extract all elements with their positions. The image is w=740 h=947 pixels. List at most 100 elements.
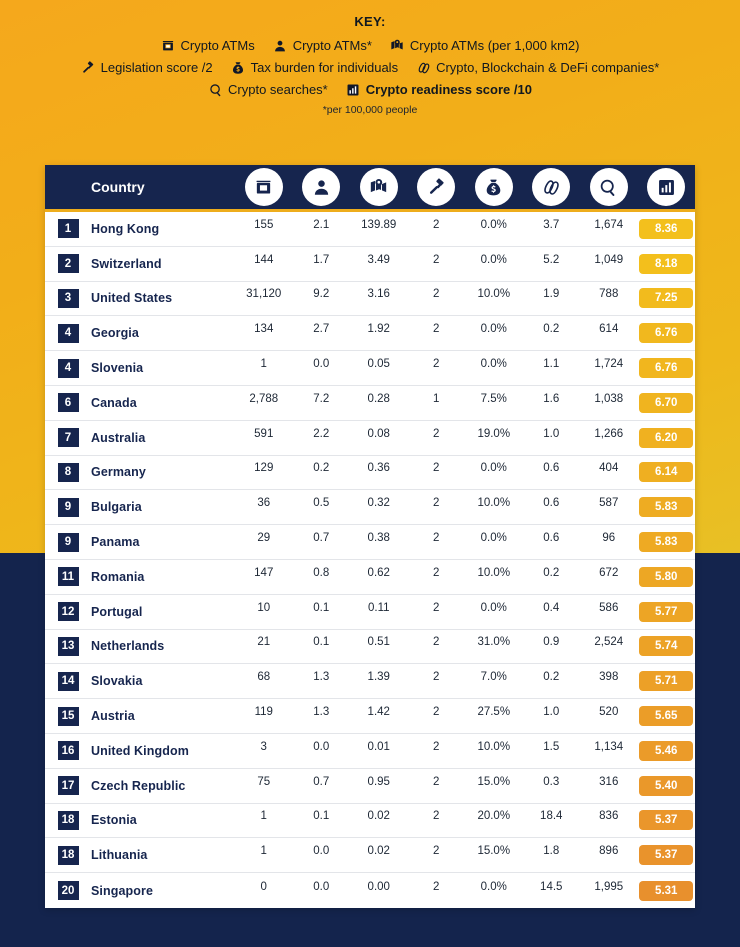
column-header-crypto-searches[interactable] bbox=[580, 168, 638, 206]
rank-badge: 4 bbox=[57, 323, 79, 343]
key-row-3: Crypto searches* Crypto readiness score … bbox=[0, 82, 740, 97]
tax-burden-cell: 31.0% bbox=[477, 636, 511, 649]
key-label: Tax burden for individuals bbox=[250, 60, 399, 75]
metric-cells: 155 2.1 139.89 2 0.0% 3.7 1,674 8.36 bbox=[235, 218, 695, 239]
rank-badge: 6 bbox=[57, 393, 79, 413]
table-row: 14 Slovakia 68 1.3 1.39 2 7.0% 0.2 398 5.71 bbox=[45, 664, 695, 700]
score-badge: 8.36 bbox=[639, 218, 694, 239]
country-name: Georgia bbox=[91, 326, 139, 341]
key-label: Crypto ATMs (per 1,000 km2) bbox=[409, 38, 580, 53]
country-name: Czech Republic bbox=[91, 778, 186, 793]
person-icon bbox=[302, 168, 341, 206]
companies-cell: 1.8 bbox=[543, 845, 560, 858]
rank-cell: 16 bbox=[45, 741, 91, 761]
country-name: Singapore bbox=[91, 883, 154, 898]
crypto-atms-per-km2-cell: 0.00 bbox=[367, 880, 390, 893]
money-bag-icon bbox=[474, 168, 513, 206]
column-header-readiness-score[interactable] bbox=[638, 168, 696, 206]
rank-badge: 1 bbox=[57, 219, 79, 239]
rank-badge: 2 bbox=[57, 254, 79, 274]
crypto-atms-per-km2-cell: 0.38 bbox=[367, 532, 390, 545]
legislation-score-cell: 2 bbox=[433, 775, 440, 788]
crypto-atms-per-capita-cell: 0.7 bbox=[313, 532, 330, 545]
country-name: Switzerland bbox=[91, 256, 162, 271]
column-header-crypto-atms-per-capita[interactable] bbox=[293, 168, 351, 206]
link-icon bbox=[532, 168, 571, 206]
tax-burden-cell: 7.5% bbox=[480, 392, 507, 405]
column-header-companies[interactable] bbox=[523, 168, 581, 206]
rank-cell: 8 bbox=[45, 462, 91, 482]
companies-cell: 14.5 bbox=[540, 880, 563, 893]
column-header-tax-burden[interactable] bbox=[465, 168, 523, 206]
tax-burden-cell: 0.0% bbox=[480, 358, 507, 371]
legislation-score-cell: 2 bbox=[433, 810, 440, 823]
country-name: Canada bbox=[91, 395, 137, 410]
key-item-companies: Crypto, Blockchain & DeFi companies* bbox=[416, 60, 659, 75]
column-header-crypto-atms[interactable] bbox=[235, 168, 293, 206]
rank-cell: 2 bbox=[45, 254, 91, 274]
legislation-score-cell: 2 bbox=[433, 601, 440, 614]
crypto-atms-cell: 21 bbox=[257, 636, 271, 649]
crypto-atms-cell: 31,120 bbox=[246, 288, 282, 301]
crypto-atms-per-km2-cell: 0.01 bbox=[367, 740, 390, 753]
crypto-searches-cell: 672 bbox=[599, 566, 619, 579]
table-row: 9 Panama 29 0.7 0.38 2 0.0% 0.6 96 5.83 bbox=[45, 525, 695, 560]
crypto-atms-cell: 155 bbox=[254, 218, 274, 231]
crypto-atms-per-capita-cell: 0.0 bbox=[313, 880, 330, 893]
table-row: 3 United States 31,120 9.2 3.16 2 10.0% 1.9 788 7… bbox=[45, 281, 695, 317]
legislation-score-cell: 2 bbox=[433, 636, 440, 649]
rank-cell: 4 bbox=[45, 323, 91, 343]
bar-chart-icon bbox=[346, 82, 361, 97]
crypto-searches-cell: 1,674 bbox=[594, 218, 624, 231]
ranking-table: Country 1 Hong Kong 155 2.1 139.89 2 0.0% 3.7 1,… bbox=[45, 165, 695, 908]
crypto-atms-per-km2-cell: 0.02 bbox=[367, 845, 390, 858]
key-item-crypto-atms-per-km2: Crypto ATMs (per 1,000 km2) bbox=[390, 38, 580, 53]
metric-cells: 68 1.3 1.39 2 7.0% 0.2 398 5.71 bbox=[235, 671, 695, 692]
metric-cells: 75 0.7 0.95 2 15.0% 0.3 316 5.40 bbox=[235, 775, 695, 796]
score-badge: 5.83 bbox=[639, 497, 694, 518]
search-icon bbox=[589, 168, 628, 206]
rank-badge: 4 bbox=[57, 358, 79, 378]
crypto-atms-per-capita-cell: 2.7 bbox=[313, 323, 330, 336]
metric-cells: 31,120 9.2 3.16 2 10.0% 1.9 788 7.25 bbox=[235, 288, 695, 309]
tax-burden-cell: 0.0% bbox=[480, 880, 507, 893]
crypto-atms-per-km2-cell: 0.08 bbox=[367, 427, 390, 440]
rank-cell: 9 bbox=[45, 532, 91, 552]
crypto-atms-cell: 1 bbox=[260, 358, 267, 371]
crypto-atms-per-km2-cell: 3.16 bbox=[367, 288, 390, 301]
rank-badge: 7 bbox=[57, 428, 79, 448]
score-badge: 5.37 bbox=[639, 845, 694, 866]
key-row-2: Legislation score /2 Tax burden for indi… bbox=[0, 60, 740, 75]
rank-badge: 18 bbox=[57, 810, 79, 830]
crypto-searches-cell: 1,134 bbox=[594, 740, 624, 753]
key-item-crypto-atms: Crypto ATMs bbox=[161, 38, 255, 53]
country-name: Portugal bbox=[91, 604, 143, 619]
crypto-searches-cell: 896 bbox=[599, 845, 619, 858]
column-header-crypto-atms-per-km2[interactable] bbox=[350, 168, 408, 206]
crypto-atms-per-capita-cell: 7.2 bbox=[313, 392, 330, 405]
table-row: 18 Estonia 1 0.1 0.02 2 20.0% 18.4 836 5.37 bbox=[45, 803, 695, 839]
legislation-score-cell: 2 bbox=[433, 706, 440, 719]
crypto-atms-per-capita-cell: 0.8 bbox=[313, 566, 330, 579]
readiness-score-cell: 5.46 bbox=[638, 740, 696, 761]
crypto-atms-per-km2-cell: 0.62 bbox=[367, 566, 390, 579]
tax-burden-cell: 15.0% bbox=[477, 775, 511, 788]
crypto-atms-per-km2-cell: 0.11 bbox=[367, 601, 390, 614]
table-row: 7 Australia 591 2.2 0.08 2 19.0% 1.0 1,266 6.20 bbox=[45, 420, 695, 456]
tax-burden-cell: 27.5% bbox=[477, 706, 511, 719]
legislation-score-cell: 2 bbox=[433, 218, 440, 231]
table-row: 15 Austria 119 1.3 1.42 2 27.5% 1.0 520 5.65 bbox=[45, 699, 695, 734]
score-badge: 5.74 bbox=[639, 636, 694, 657]
crypto-atms-cell: 129 bbox=[254, 462, 274, 475]
country-name: Austria bbox=[91, 709, 135, 724]
crypto-searches-cell: 404 bbox=[599, 462, 619, 475]
country-name: Bulgaria bbox=[91, 500, 142, 515]
score-badge: 5.31 bbox=[639, 880, 694, 901]
column-header-legislation-score[interactable] bbox=[408, 168, 466, 206]
score-badge: 5.77 bbox=[639, 601, 694, 622]
crypto-atms-per-capita-cell: 0.7 bbox=[313, 775, 330, 788]
companies-cell: 3.7 bbox=[543, 218, 560, 231]
tax-burden-cell: 0.0% bbox=[480, 323, 507, 336]
table-row: 11 Romania 147 0.8 0.62 2 10.0% 0.2 672 5.80 bbox=[45, 559, 695, 595]
